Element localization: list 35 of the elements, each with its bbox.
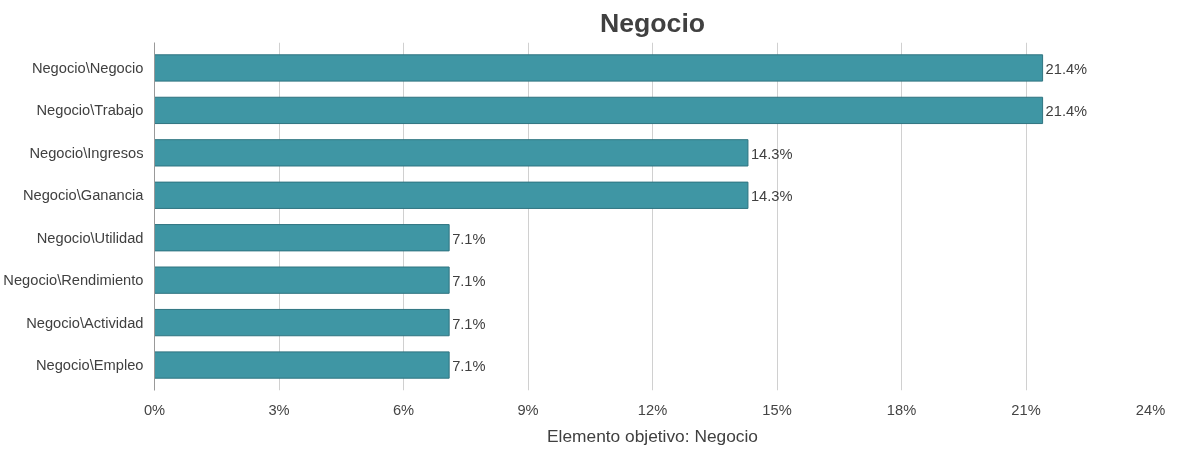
y-tick-label: Negocio\Utilidad	[36, 229, 144, 246]
x-tick-label: 6%	[392, 401, 415, 418]
x-tick-label: 24%	[1135, 401, 1166, 418]
y-tick-label: Negocio\Trabajo	[36, 102, 144, 119]
bar	[154, 266, 450, 294]
x-tick-label: 15%	[762, 401, 792, 418]
bar	[154, 54, 1044, 82]
x-axis-title: Elemento objetivo: Negocio	[547, 425, 758, 446]
y-tick-label: Negocio\Ingresos	[29, 144, 144, 161]
bar	[154, 224, 450, 252]
y-tick-label: Negocio\Negocio	[31, 59, 144, 76]
data-label: 7.1%	[452, 315, 486, 332]
x-tick-label: 3%	[268, 401, 290, 418]
data-label: 7.1%	[452, 230, 486, 247]
data-label: 21.4%	[1045, 60, 1088, 77]
data-label: 7.1%	[452, 273, 486, 290]
bar	[154, 96, 1044, 125]
y-tick-label: Negocio\Rendimiento	[3, 272, 144, 289]
x-tick-label: 18%	[886, 401, 917, 418]
data-label: 7.1%	[452, 358, 486, 375]
bar	[154, 139, 749, 167]
bar	[154, 308, 450, 337]
y-tick-label: Negocio\Ganancia	[22, 187, 145, 204]
data-label: 14.3%	[750, 188, 793, 205]
y-tick-label: Negocio\Actividad	[26, 314, 144, 331]
bar	[154, 181, 749, 209]
y-tick-label: Negocio\Empleo	[35, 357, 144, 374]
bar	[154, 351, 450, 379]
data-label: 21.4%	[1045, 103, 1088, 120]
x-tick-label: 21%	[1011, 401, 1041, 418]
chart-title: Negocio	[599, 7, 706, 38]
data-label: 14.3%	[750, 145, 793, 162]
x-tick-label: 12%	[637, 401, 668, 418]
x-tick-label: 9%	[517, 401, 539, 418]
x-tick-label: 0%	[143, 401, 166, 418]
